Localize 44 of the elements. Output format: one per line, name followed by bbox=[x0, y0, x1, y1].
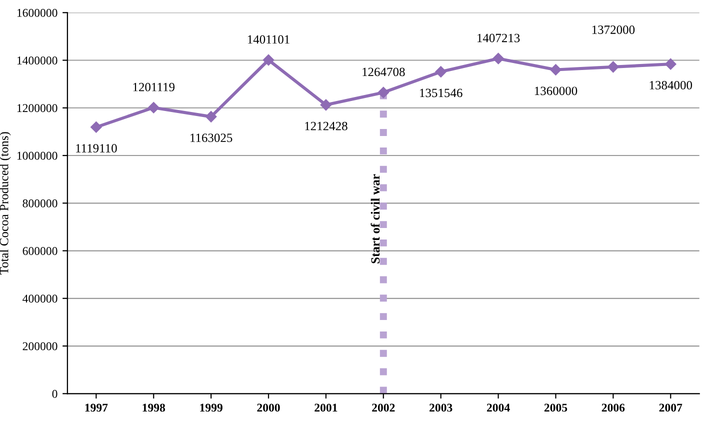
x-tick-label: 2004 bbox=[486, 404, 510, 412]
y-tick-label: 1400000 bbox=[17, 56, 58, 64]
ref-line-label: Start of civil war bbox=[370, 174, 380, 264]
data-label: 1401101 bbox=[248, 35, 290, 44]
y-tick-label: 0 bbox=[52, 390, 58, 398]
point bbox=[608, 61, 619, 73]
x-tick-label: 2000 bbox=[257, 404, 280, 412]
data-label: 1264708 bbox=[362, 68, 405, 76]
data-label: 1407213 bbox=[478, 34, 520, 42]
y-tick-label: 1200000 bbox=[17, 104, 58, 112]
x-tick-label: 1998 bbox=[142, 404, 166, 412]
point bbox=[435, 66, 446, 78]
x-tick-label: 1997 bbox=[85, 404, 108, 412]
y-tick-label: 200000 bbox=[22, 342, 58, 350]
data-label: 1351546 bbox=[420, 88, 462, 98]
point bbox=[665, 58, 676, 70]
y-tick-label: 800000 bbox=[22, 199, 58, 208]
y-tick-label: 1600000 bbox=[17, 8, 58, 17]
data-label: 1201119 bbox=[133, 82, 175, 92]
point bbox=[492, 52, 504, 64]
point bbox=[205, 111, 217, 122]
point bbox=[378, 86, 390, 98]
y-tick-label: 600000 bbox=[22, 247, 58, 255]
x-tick-label: 2005 bbox=[544, 404, 568, 412]
x-tick-label: 2007 bbox=[659, 404, 682, 412]
y-tick-label: 400000 bbox=[22, 294, 58, 303]
point bbox=[550, 64, 562, 76]
point bbox=[262, 54, 274, 66]
data-label: 1360000 bbox=[534, 86, 578, 96]
point bbox=[90, 122, 102, 133]
data-label: 1163025 bbox=[190, 134, 232, 142]
point bbox=[320, 99, 332, 111]
y-tick-label: 1000000 bbox=[17, 152, 58, 160]
y-axis-title: Total Cocoa Produced (tons) bbox=[0, 132, 11, 274]
data-label: 1372000 bbox=[592, 26, 635, 34]
x-tick-label: 2002 bbox=[372, 404, 395, 412]
data-label: 1119110 bbox=[76, 144, 117, 152]
point bbox=[148, 102, 160, 114]
x-tick-label: 2003 bbox=[430, 404, 452, 412]
x-tick-label: 1999 bbox=[200, 404, 222, 412]
data-label: 1212428 bbox=[305, 122, 348, 130]
x-tick-label: 2001 bbox=[314, 404, 338, 412]
x-tick-label: 2006 bbox=[602, 404, 625, 412]
data-label: 1384000 bbox=[650, 80, 692, 90]
